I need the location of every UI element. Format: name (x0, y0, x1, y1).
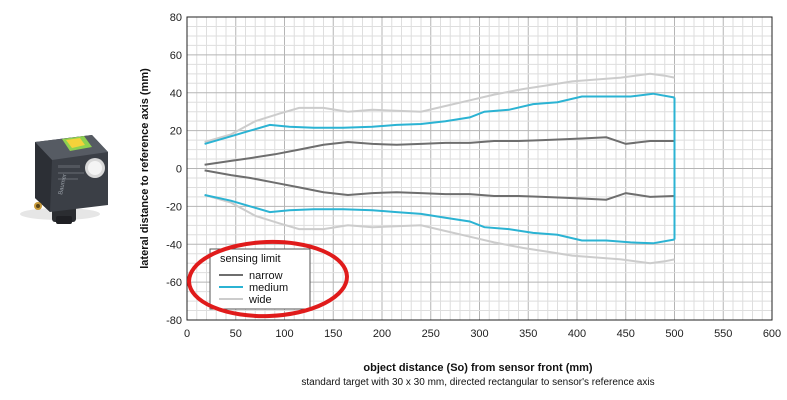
x-tick-label: 600 (763, 328, 781, 340)
y-axis-ticks: 80 60 40 20 0 -20 -40 -60 -80 (166, 12, 182, 327)
x-tick-label: 300 (470, 328, 488, 340)
legend-label-medium: medium (249, 282, 288, 294)
y-tick-label: -40 (166, 239, 182, 251)
series-medium-lower (204, 194, 675, 245)
series-lines (204, 72, 676, 265)
series-narrow-lower (204, 169, 675, 201)
chart-footnote: standard target with 30 x 30 mm, directe… (301, 377, 654, 388)
x-tick-label: 350 (519, 328, 537, 340)
y-tick-label: -20 (166, 201, 182, 213)
y-tick-label: 0 (176, 164, 182, 176)
y-tick-label: 60 (170, 50, 182, 62)
legend-label-narrow: narrow (249, 270, 283, 282)
x-tick-label: 50 (230, 328, 242, 340)
x-tick-label: 250 (422, 328, 440, 340)
series-medium-upper (204, 92, 675, 145)
series-wide-upper (204, 72, 675, 143)
x-tick-label: 150 (324, 328, 342, 340)
legend-title: sensing limit (220, 253, 281, 265)
series-wide-lower (204, 194, 675, 265)
y-tick-label: 80 (170, 12, 182, 24)
x-tick-label: 500 (665, 328, 683, 340)
legend: sensing limit narrow medium wide (209, 248, 311, 310)
x-axis-ticks: 0 50 100 150 200 250 300 350 400 450 500 550 600 (184, 328, 781, 340)
legend-label-wide: wide (248, 294, 272, 306)
series-narrow-upper (204, 136, 675, 166)
y-tick-label: 40 (170, 88, 182, 100)
x-axis-label: object distance (So) from sensor front (… (363, 362, 593, 374)
y-axis-label: lateral distance to reference axis (mm) (139, 68, 151, 269)
plot-area-frame (186, 16, 773, 321)
x-tick-label: 100 (275, 328, 293, 340)
x-tick-label: 400 (568, 328, 586, 340)
highlight-circle (187, 239, 349, 319)
x-tick-label: 550 (714, 328, 732, 340)
sensor-product-image: Baumer (20, 135, 108, 224)
x-tick-label: 450 (617, 328, 635, 340)
x-tick-label: 0 (184, 328, 190, 340)
y-tick-label: -60 (166, 277, 182, 289)
y-tick-label: 20 (170, 126, 182, 138)
y-tick-label: -80 (166, 315, 182, 327)
x-tick-label: 200 (373, 328, 391, 340)
sensor-brand-text: Baumer (58, 174, 68, 196)
